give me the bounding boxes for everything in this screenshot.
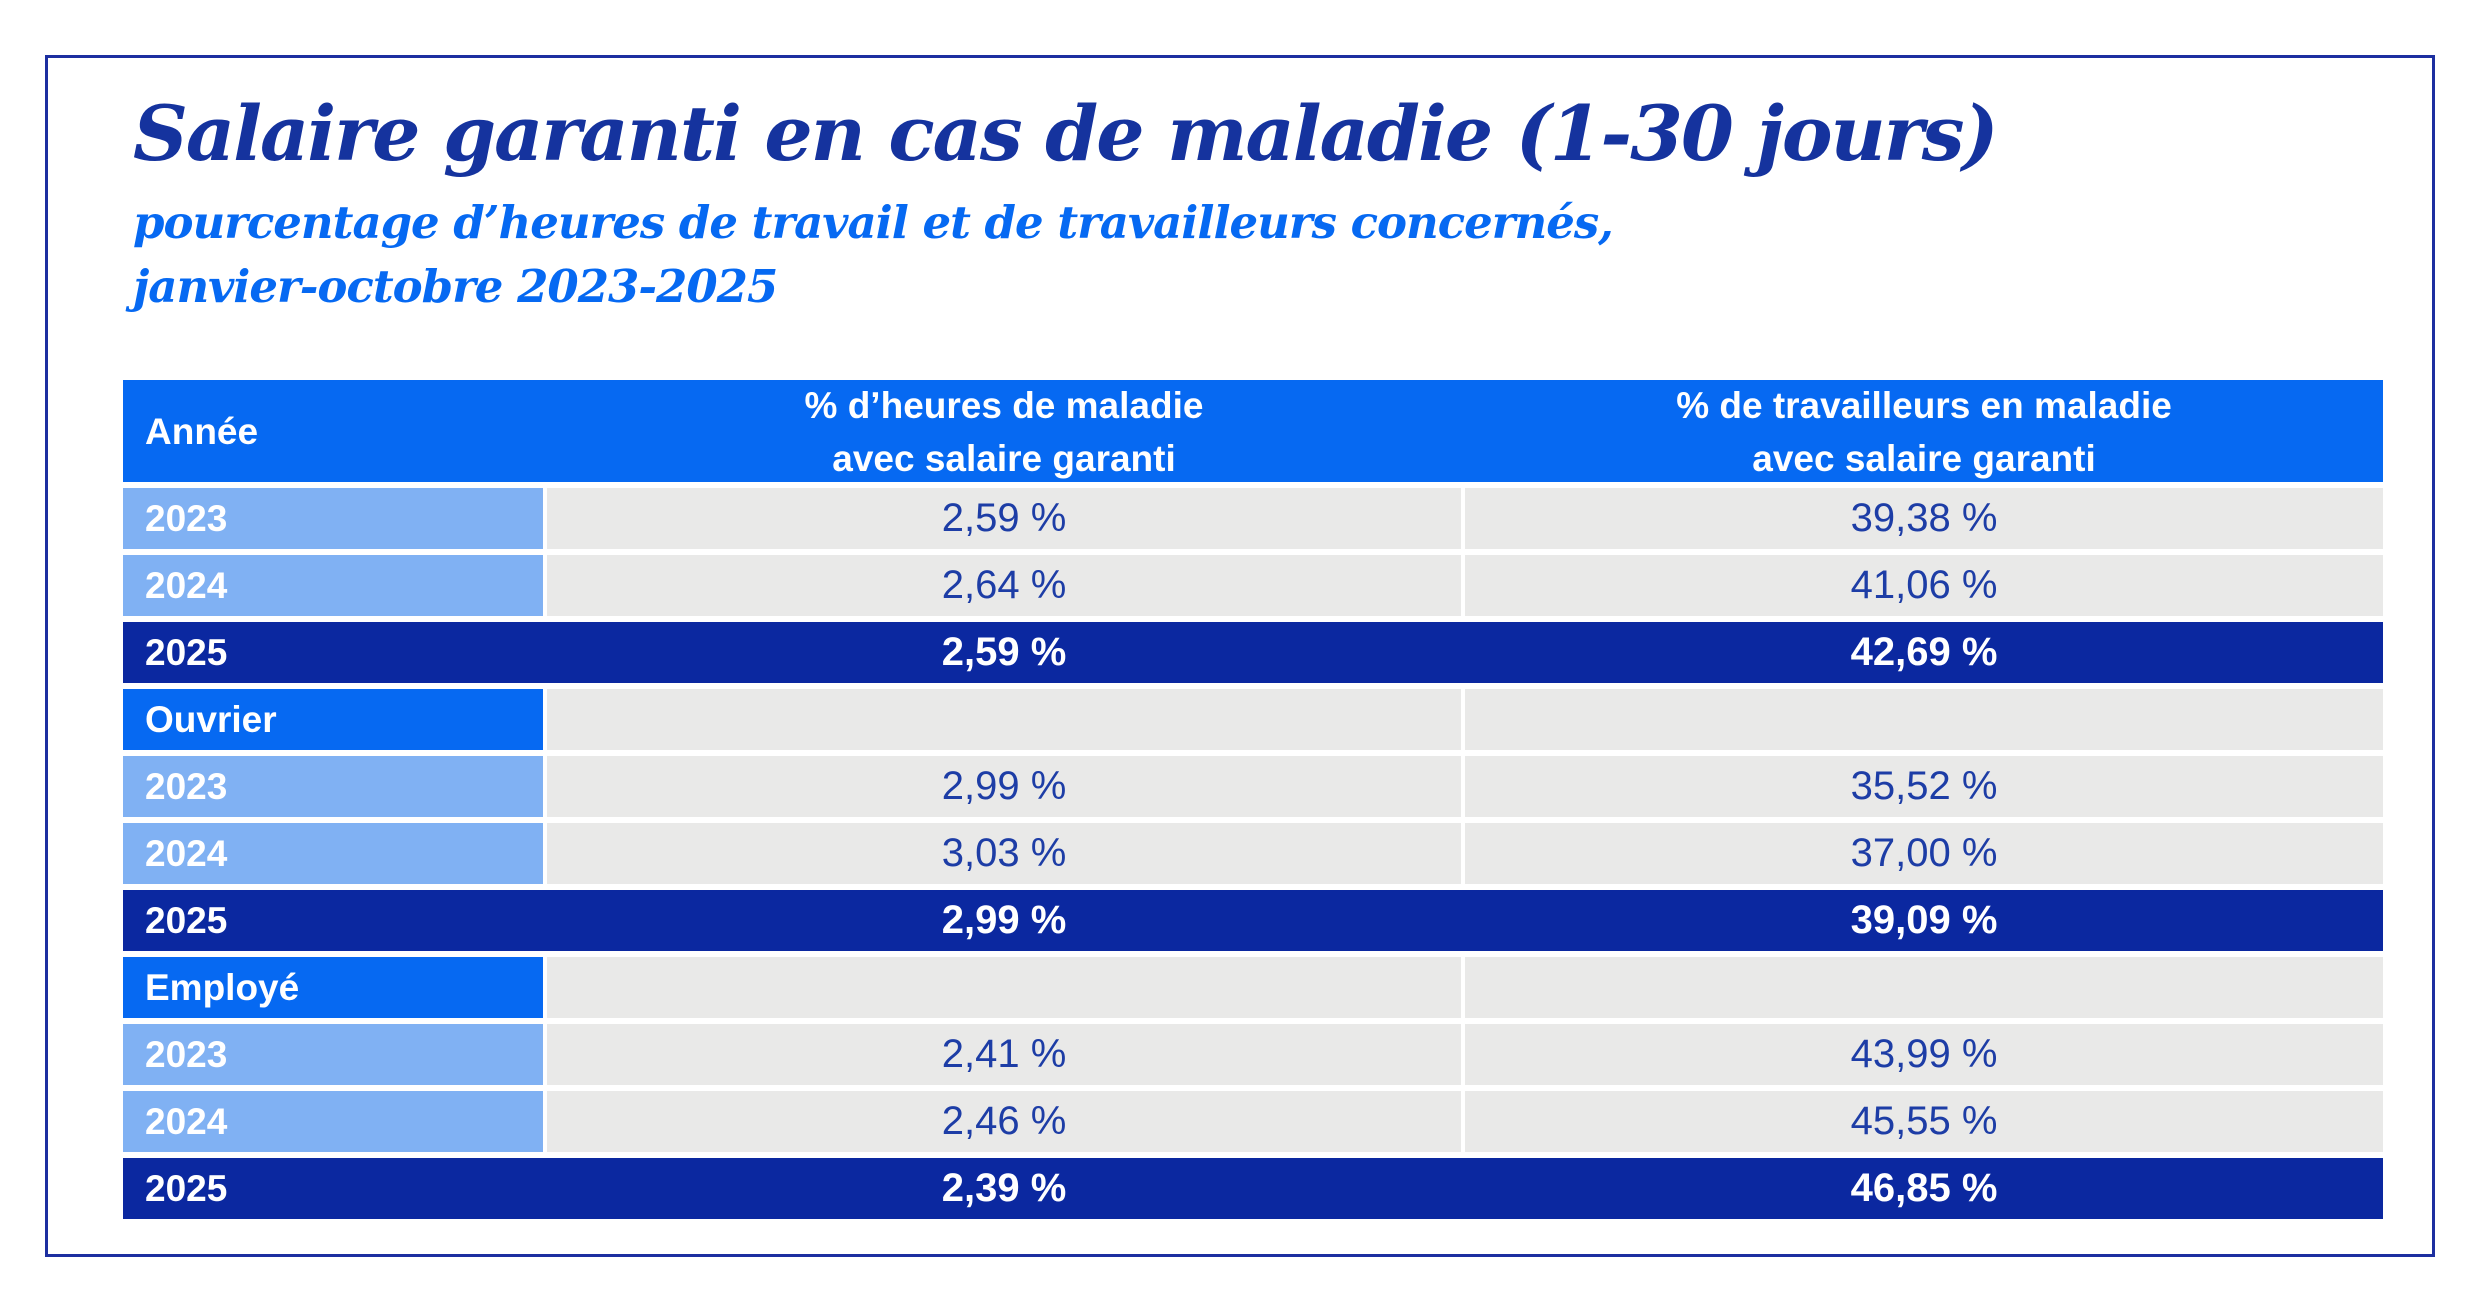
row-label-cell: 2025 xyxy=(145,899,228,941)
table-row-year-2023: 2023 2,41 % 43,99 % xyxy=(123,1024,2383,1085)
table-row-year-2024: 2024 3,03 % 37,00 % xyxy=(123,823,2383,884)
row-label-cell: 2025 xyxy=(145,631,228,673)
hours-value-cell: 2,99 % xyxy=(547,756,1461,817)
hours-value-cell: 2,39 % xyxy=(941,1166,1067,1210)
row-label-cell: 2024 xyxy=(123,555,543,616)
row-label-cell: 2024 xyxy=(123,823,543,884)
column-header-annee: Année xyxy=(123,380,543,485)
workers-value-cell: 43,99 % xyxy=(1465,1024,2383,1085)
hours-value-cell: 2,46 % xyxy=(547,1091,1461,1152)
page-title: Salaire garanti en cas de maladie (1-30 … xyxy=(133,89,1999,178)
workers-value-cell: 45,55 % xyxy=(1465,1091,2383,1152)
column-header-annee-label: Année xyxy=(145,411,259,453)
workers-value-cell: 35,52 % xyxy=(1465,756,2383,817)
hours-value-cell: 2,99 % xyxy=(941,898,1067,942)
hours-value-cell xyxy=(547,957,1461,1018)
column-header-heures-line1: % d’heures de maladie xyxy=(804,385,1204,426)
table-row-year-2023: 2023 2,59 % 39,38 % xyxy=(123,488,2383,549)
workers-value-cell xyxy=(1465,957,2383,1018)
hours-value-cell xyxy=(547,689,1461,750)
workers-value-cell: 42,69 % xyxy=(1850,630,1998,674)
subtitle-line-1: pourcentage d’heures de travail et de tr… xyxy=(133,196,1614,250)
hours-value-cell: 2,59 % xyxy=(547,488,1461,549)
page-subtitle: pourcentage d’heures de travail et de tr… xyxy=(133,191,2392,319)
row-label-cell: 2023 xyxy=(123,756,543,817)
hours-value-cell: 2,41 % xyxy=(547,1024,1461,1085)
row-label-cell: 2023 xyxy=(123,1024,543,1085)
hours-value-cell: 2,64 % xyxy=(547,555,1461,616)
column-header-travailleurs-line1: % de travailleurs en maladie xyxy=(1676,385,2172,426)
table-header-row: Année % d’heures de maladie avec salaire… xyxy=(123,380,2383,482)
workers-value-cell: 37,00 % xyxy=(1465,823,2383,884)
subtitle-line-2: janvier-octobre 2023-2025 xyxy=(133,260,778,314)
table-row-year-2024: 2024 2,64 % 41,06 % xyxy=(123,555,2383,616)
column-header-heures: % d’heures de maladie avec salaire garan… xyxy=(547,380,1461,485)
row-label-cell: 2023 xyxy=(123,488,543,549)
workers-value-cell: 39,38 % xyxy=(1465,488,2383,549)
table-row-year-2024: 2024 2,46 % 45,55 % xyxy=(123,1091,2383,1152)
table-rows: 2023 2,59 % 39,38 % 2024 2,64 % 41,06 % … xyxy=(123,488,2383,1219)
row-label-cell: Employé xyxy=(123,957,543,1018)
hours-value-cell: 3,03 % xyxy=(547,823,1461,884)
table-row-total-2025: 2025 2,39 % 46,85 % xyxy=(123,1158,2383,1219)
workers-value-cell: 41,06 % xyxy=(1465,555,2383,616)
row-label-cell: Ouvrier xyxy=(123,689,543,750)
row-label-cell: 2024 xyxy=(123,1091,543,1152)
table-row-section-ouvrier: Ouvrier xyxy=(123,689,2383,750)
row-label-cell: 2025 xyxy=(145,1167,228,1209)
workers-value-cell xyxy=(1465,689,2383,750)
table-row-total-2025: 2025 2,59 % 42,69 % xyxy=(123,622,2383,683)
workers-value-cell: 46,85 % xyxy=(1850,1166,1998,1210)
column-header-travailleurs: % de travailleurs en maladie avec salair… xyxy=(1465,380,2383,485)
infographic-card: Salaire garanti en cas de maladie (1-30 … xyxy=(45,55,2435,1257)
table-row-year-2023: 2023 2,99 % 35,52 % xyxy=(123,756,2383,817)
workers-value-cell: 39,09 % xyxy=(1850,898,1998,942)
data-table: Année % d’heures de maladie avec salaire… xyxy=(123,380,2383,1219)
table-row-section-employé: Employé xyxy=(123,957,2383,1018)
table-row-total-2025: 2025 2,99 % 39,09 % xyxy=(123,890,2383,951)
hours-value-cell: 2,59 % xyxy=(941,630,1067,674)
column-header-heures-line2: avec salaire garanti xyxy=(832,437,1176,479)
column-header-travailleurs-line2: avec salaire garanti xyxy=(1752,437,2096,479)
